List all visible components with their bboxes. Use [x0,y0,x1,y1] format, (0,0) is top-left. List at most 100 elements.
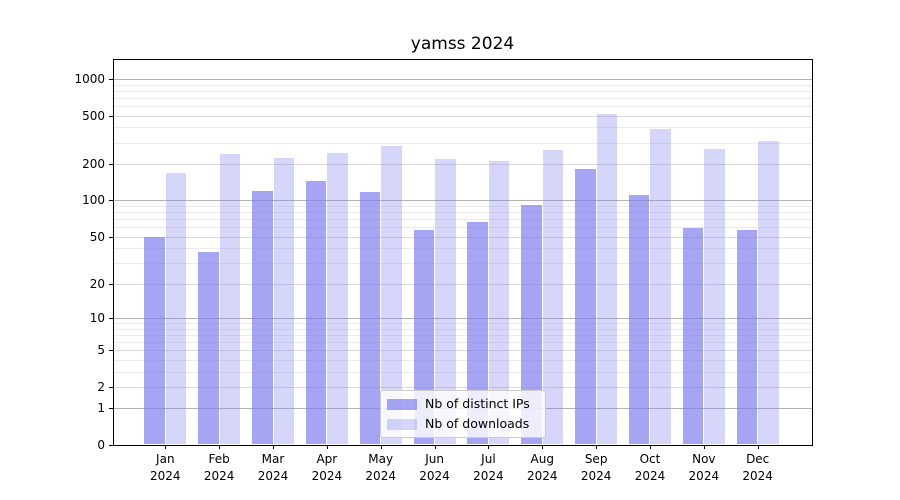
bar-distinct-ips [144,236,165,445]
x-tick-label: Nov 2024 [688,452,720,483]
bar-distinct-ips [575,169,596,445]
minor-gridline [113,90,812,92]
bar-downloads [542,149,564,445]
x-tick-label: Jul 2024 [473,452,504,483]
x-tick-label: Mar 2024 [257,452,289,483]
x-tick-label: May 2024 [365,452,396,483]
plot-area [112,58,813,446]
x-tick-mark [649,445,651,449]
y-tick-mark [109,236,113,238]
bar-downloads [488,160,510,445]
y-tick-label: 1000 [74,71,105,86]
plot-border [112,58,813,446]
x-tick-label: Jun 2024 [419,452,450,483]
y-tick-mark [109,350,113,352]
minor-gridline [113,328,812,330]
bar-downloads [327,153,348,445]
y-tick-mark [109,78,113,80]
bar-downloads [381,146,402,445]
bar-downloads [704,149,725,445]
y-tick-mark [109,115,113,117]
bar-distinct-ips [359,191,381,445]
y-tick-label: 200 [82,157,105,171]
x-tick-mark [380,445,382,449]
y-tick-mark [109,317,113,319]
y-tick-mark [109,445,113,446]
bar-distinct-ips [682,228,704,445]
x-tick-mark [596,445,598,449]
bar-downloads [758,140,779,445]
x-tick-mark [542,445,544,449]
legend-item-downloads: Nb of downloads [387,414,545,434]
x-tick-mark [219,445,221,449]
minor-gridline [113,248,812,250]
minor-gridline [113,97,812,99]
mid-gridline [113,386,812,388]
y-tick-label: 1 [97,401,105,416]
x-tick-label: Oct 2024 [634,452,666,483]
bar-downloads [596,114,618,445]
legend-label: Nb of distinct IPs [425,396,530,411]
y-tick-label: 5 [97,343,105,358]
y-tick-mark [109,408,113,410]
bar-distinct-ips [252,190,273,445]
bar-downloads [650,129,671,445]
x-tick-mark [326,445,328,449]
x-tick-mark [165,445,167,449]
y-tick-label: 50 [89,229,105,244]
bar-distinct-ips [736,229,758,445]
minor-gridline [113,227,812,229]
x-tick-label: Sep 2024 [580,452,612,483]
minor-gridline [113,142,812,144]
x-tick-mark [703,445,705,449]
x-tick-mark [273,445,274,449]
x-tick-label: Apr 2024 [311,452,343,483]
minor-gridline [113,212,812,214]
y-tick-label: 500 [82,108,105,123]
chart-title: yamss 2024 [410,34,515,54]
y-tick-label: 20 [89,276,105,291]
downloads-swatch-icon [387,418,417,430]
minor-gridline [113,341,812,343]
bar-distinct-ips [521,204,542,445]
bar-downloads [435,159,456,445]
y-tick-mark [109,200,113,202]
minor-gridline [113,127,812,129]
x-tick-label: Jan 2024 [150,452,181,483]
y-tick-label: 2 [97,379,105,394]
mid-gridline [113,115,812,117]
y-tick-label: 10 [89,310,105,325]
y-tick-mark [109,164,113,165]
minor-gridline [113,263,812,265]
x-tick-mark [488,445,490,449]
y-tick-mark [109,386,113,388]
major-gridline [113,78,812,80]
minor-gridline [113,219,812,221]
bar-downloads [165,173,187,445]
major-gridline [113,200,812,202]
x-tick-mark [757,445,759,449]
ips-swatch-icon [387,398,417,410]
legend-label: Nb of downloads [425,416,530,431]
minor-gridline [113,323,812,324]
bar-distinct-ips [467,222,488,445]
bar-distinct-ips [198,252,219,445]
mid-gridline [113,236,812,238]
y-tick-mark [109,283,113,285]
y-tick-label: 0 [97,438,105,452]
bar-distinct-ips [305,180,327,445]
mid-gridline [113,350,812,352]
minor-gridline [113,371,812,373]
x-tick-label: Dec 2024 [742,452,773,483]
minor-gridline [113,334,812,336]
legend-item-distinct-ips: Nb of distinct IPs [387,394,545,414]
minor-gridline [113,105,812,107]
mid-gridline [113,164,812,165]
legend: Nb of distinct IPs Nb of downloads [380,390,546,438]
major-gridline [113,317,812,319]
x-tick-mark [434,445,436,449]
bar-downloads [219,153,241,445]
minor-gridline [113,84,812,86]
minor-gridline [113,205,812,207]
